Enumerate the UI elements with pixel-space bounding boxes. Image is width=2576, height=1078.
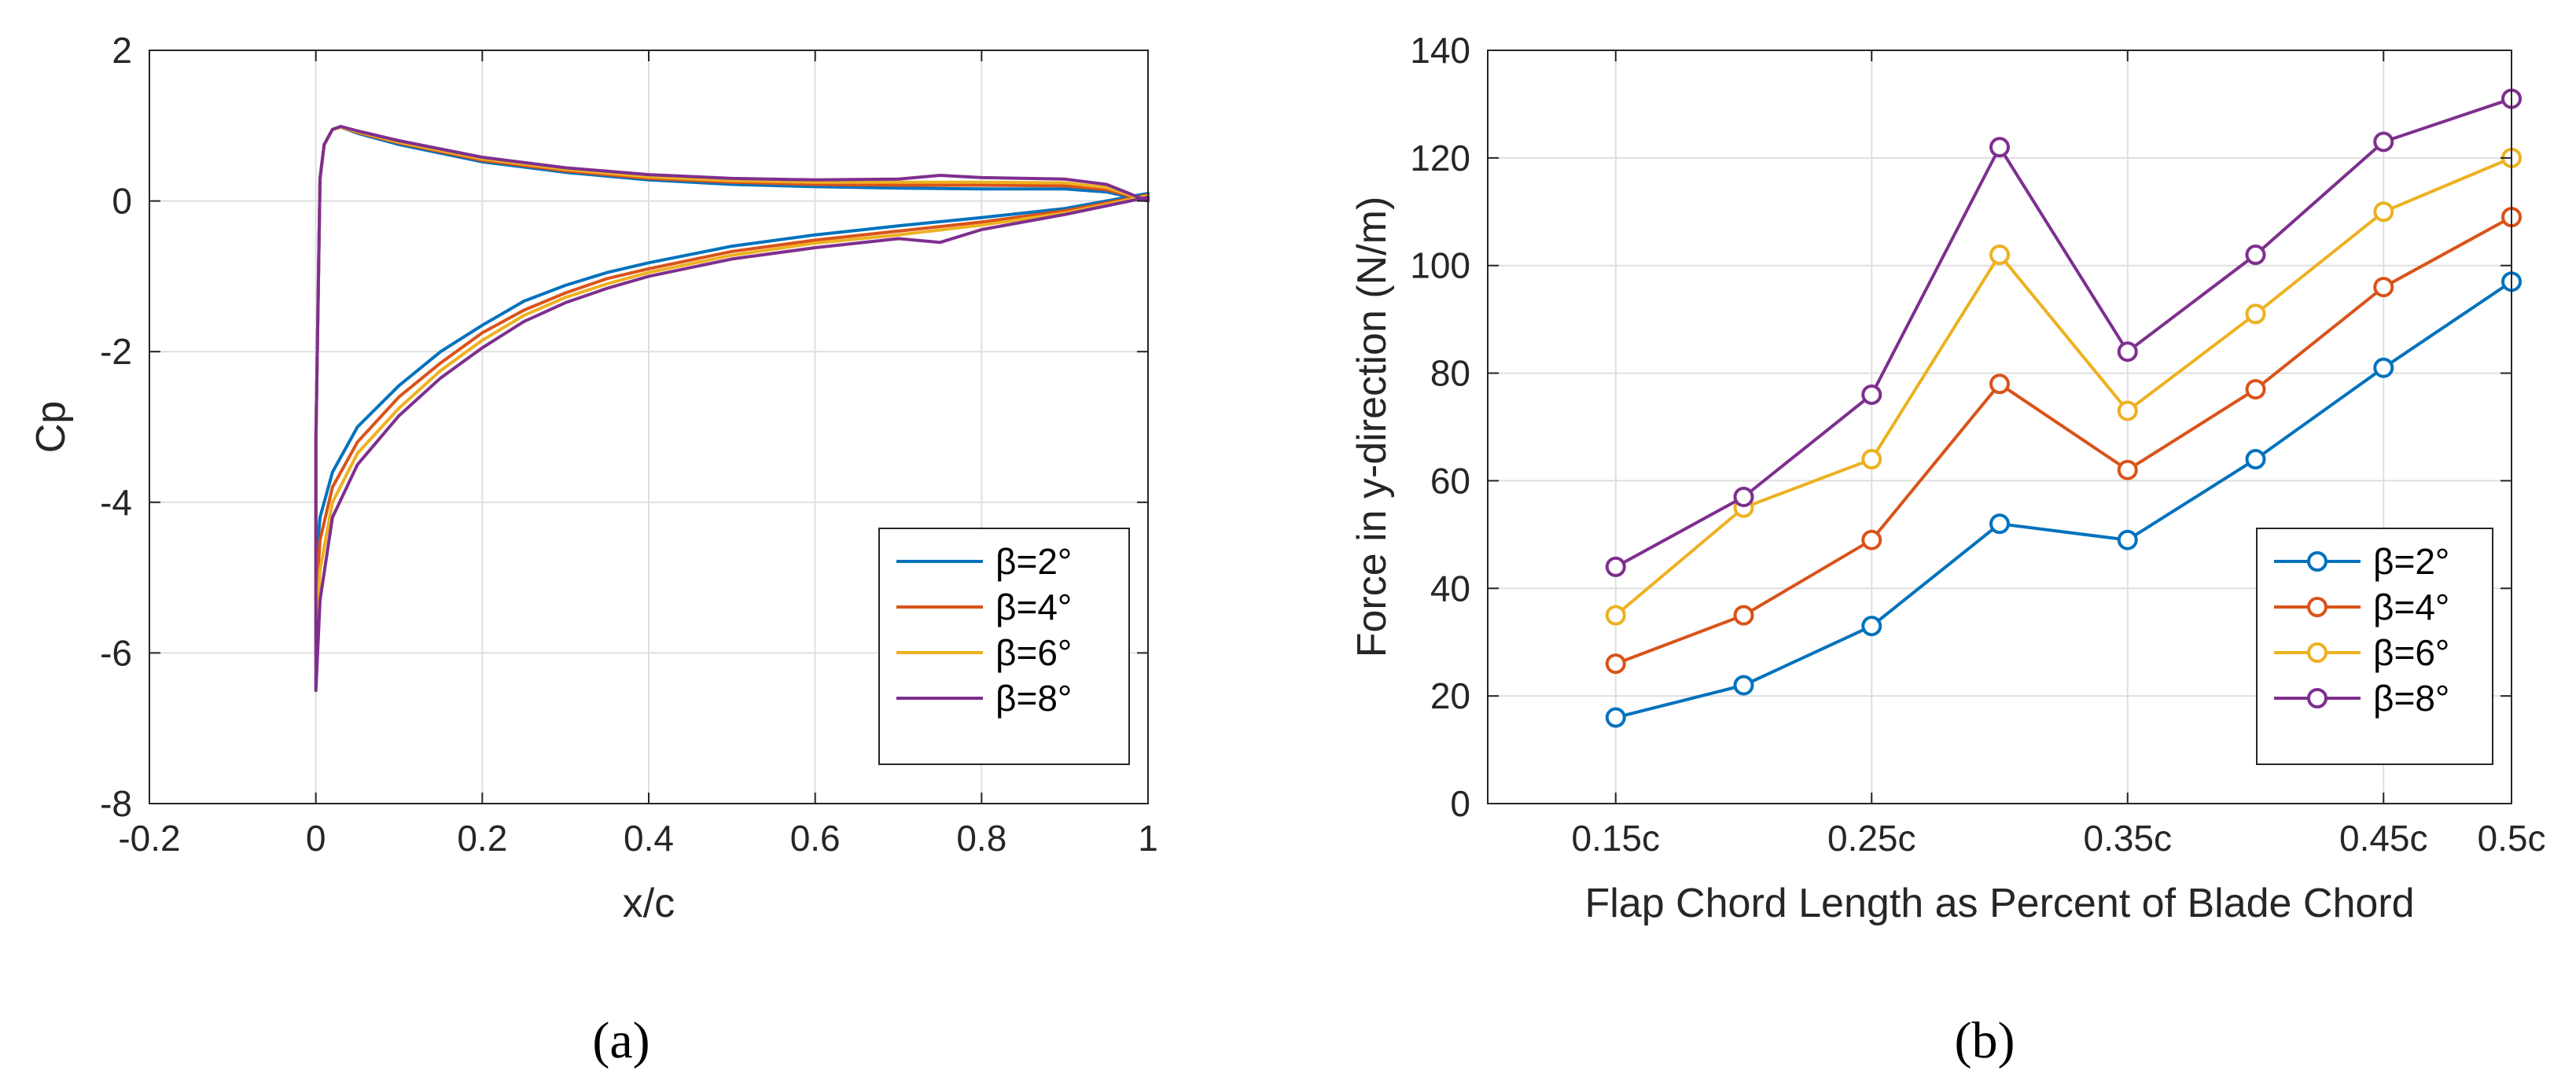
legend-marker (2307, 551, 2328, 572)
y-tick-label: 80 (1430, 353, 1470, 394)
x-tick-label: 0.25c (1827, 818, 1916, 859)
legend-box (878, 528, 1130, 765)
x-tick-label: 0.15c (1571, 818, 1660, 859)
series-line (1615, 215, 2512, 665)
data-point (2373, 357, 2394, 378)
x-axis-label: x/c (623, 881, 675, 926)
y-tick-label: -6 (100, 632, 132, 673)
y-tick-label: 20 (1430, 675, 1470, 716)
data-point (1733, 675, 1754, 696)
data-point (2373, 277, 2394, 298)
legend-entry: β=2° (2274, 541, 2449, 582)
caption-b: (b) (1955, 1012, 2015, 1069)
data-point (2245, 449, 2266, 470)
data-point (1733, 605, 1754, 626)
x-tick-label: 0.35c (2083, 818, 2172, 859)
chart-b: 0.15c 0.25c 0.35c 0.45c 0.5c 0 20 40 60 80 100 120 1… (1349, 30, 2545, 926)
data-point (2117, 400, 2138, 421)
caption-a: (a) (592, 1012, 650, 1069)
data-point (2373, 131, 2394, 153)
y-tick-label: 40 (1430, 568, 1470, 609)
data-point (1605, 556, 1626, 577)
data-point (2245, 304, 2266, 325)
axes-frame (1487, 50, 2512, 804)
x-tick-label: 0 (306, 818, 326, 859)
legend-marker (2307, 688, 2328, 708)
y-tick-label: 120 (1410, 138, 1470, 178)
x-axis-label: Flap Chord Length as Percent of Blade Ch… (1584, 881, 2414, 926)
x-tick-label: 0.6 (790, 818, 841, 859)
y-tick-label: 100 (1410, 245, 1470, 286)
legend-entry: β=8° (2274, 678, 2449, 719)
legend-label: β=4° (995, 587, 1072, 627)
legend-label: β=6° (995, 632, 1072, 673)
x-tick-label: 0.5c (2478, 818, 2546, 859)
x-tick-label: -0.2 (118, 818, 180, 859)
legend-marker (2307, 642, 2328, 663)
legend-entry: β=2° (896, 541, 1072, 582)
x-tick-label: 0.45c (2339, 818, 2428, 859)
legend-entry: β=4° (896, 587, 1072, 627)
series-line (1615, 280, 2513, 719)
data-point (1989, 245, 2010, 266)
data-point (1605, 605, 1626, 626)
legend-label: β=8° (2373, 678, 2449, 719)
data-point (1605, 653, 1626, 675)
y-tick-label: 2 (112, 30, 132, 71)
x-tick-label: 0.4 (624, 818, 674, 859)
x-tick-label: 0.8 (956, 818, 1006, 859)
legend-entry: β=6° (896, 632, 1072, 673)
data-point (1733, 486, 1754, 507)
x-tick-label: 0.2 (457, 818, 507, 859)
y-tick-label: 0 (1450, 783, 1470, 824)
data-point (2245, 379, 2266, 400)
data-point (1605, 707, 1626, 728)
legend-entry: β=8° (896, 678, 1072, 719)
y-tick-label: 0 (112, 181, 132, 222)
data-point (1861, 529, 1882, 550)
y-axis-label: Cp (28, 401, 74, 453)
y-tick-label: -4 (100, 482, 132, 523)
legend-label: β=4° (2373, 587, 2449, 627)
data-point (2373, 201, 2394, 223)
y-tick-label: -2 (100, 331, 132, 372)
data-point (1989, 513, 2010, 535)
data-point (1861, 616, 1882, 637)
series-line (1614, 97, 2512, 568)
data-point (1989, 137, 2010, 158)
legend-label: β=2° (2373, 541, 2449, 582)
data-point (1861, 384, 1882, 405)
legend-marker (2307, 597, 2328, 617)
series-line (1614, 156, 2512, 617)
x-tick-label: 1 (1138, 818, 1158, 859)
chart-a: -0.2 0 0.2 0.4 0.6 0.8 1 -8 -6 -4 -2 0 2 x/c Cp β=2° β=4… (28, 30, 1158, 926)
legend-entry: β=6° (2274, 632, 2449, 673)
y-tick-label: -8 (100, 783, 132, 824)
data-point (2117, 529, 2138, 550)
data-point (1861, 449, 1882, 470)
y-axis-label: Force in y-direction (N/m) (1349, 197, 1395, 658)
data-point (1989, 373, 2010, 395)
legend-box (2256, 528, 2493, 765)
legend-entry: β=4° (2274, 587, 2449, 627)
legend-label: β=8° (995, 678, 1072, 719)
y-tick-label: 140 (1410, 30, 1470, 71)
data-point (2117, 459, 2138, 480)
legend-label: β=6° (2373, 632, 2449, 673)
legend-label: β=2° (995, 541, 1072, 582)
data-point (2245, 245, 2266, 266)
y-tick-label: 60 (1430, 460, 1470, 501)
data-point (2117, 341, 2138, 362)
